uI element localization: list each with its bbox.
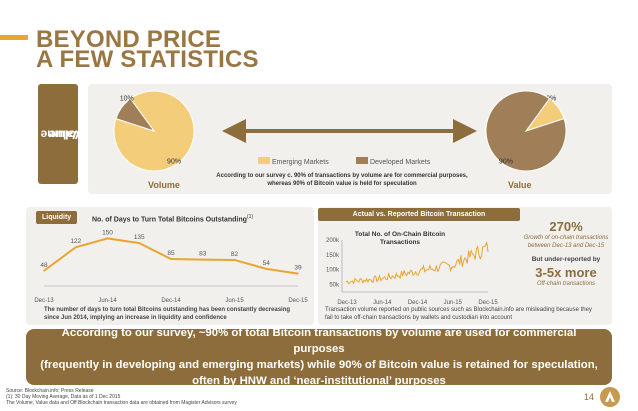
volume-pie: 90% 10% <box>113 90 195 172</box>
tx-x-tick: Dec-15 <box>478 300 498 306</box>
tx-line <box>345 241 489 285</box>
value-pie-slice-label-1: 90% <box>499 159 513 166</box>
liquidity-point <box>265 268 268 270</box>
liquidity-panel <box>26 207 314 325</box>
liquidity-point <box>74 246 77 249</box>
liquidity-data-label: 150 <box>102 229 113 236</box>
page-title: BEYOND PRICE <box>36 26 222 53</box>
tx-y-tick: 50k <box>329 283 340 289</box>
tx-y-tick: 100k <box>326 268 340 274</box>
accent-bar <box>0 35 28 40</box>
volume-title: Volume <box>148 180 180 190</box>
company-logo <box>600 387 620 407</box>
banner-line2: (frequently in developing and emerging m… <box>40 359 598 371</box>
liquidity-point <box>106 237 109 240</box>
liquidity-data-label: 82 <box>231 251 239 258</box>
tx-x-tick: Dec-13 <box>337 300 357 306</box>
liquidity-point <box>233 259 236 261</box>
tx-x-tick: Jun-14 <box>373 300 392 306</box>
tx-x-tick: Jun-15 <box>444 300 463 306</box>
source-line2: (1): 30 Day Moving Average, Data as of 1… <box>6 394 121 400</box>
page-number: 14 <box>584 392 595 402</box>
transactions-header: Actual vs. Reported Bitcoin Transaction <box>318 208 520 221</box>
liquidity-data-label: 54 <box>263 260 271 267</box>
stat-3-5x: 3-5x more <box>535 265 597 280</box>
liquidity-point <box>201 258 204 261</box>
legend-developed: Developed Markets <box>356 157 430 166</box>
transactions-chart-title: Total No. of On-Chain Bitcoin Transactio… <box>344 231 456 247</box>
side-label-line2: Value <box>48 127 81 142</box>
liquidity-data-label: 48 <box>40 262 48 269</box>
transactions-note: Transaction volume reported on public so… <box>325 306 611 322</box>
stat-270-desc-line2: between Dec-13 and Dec-15 <box>527 243 605 249</box>
value-pie: 10%90% <box>485 90 567 172</box>
volume-pie-slice-1 <box>115 97 156 132</box>
transactions-note-line1: Transaction volume reported on public so… <box>325 307 592 313</box>
liquidity-chart: 48 122 150 135 85 83 82 54 39 Dec-13 Jun-14 Dec-14 J… <box>34 229 308 304</box>
pie-charts: 90% 10% 10%90% <box>113 90 567 172</box>
page-subtitle: A FEW STATISTICS <box>36 46 259 73</box>
stat-270-desc-line1: Growth of on-chain transactions <box>523 235 609 241</box>
banner-line3: often by HNW and ‘near-institutional’ pu… <box>192 375 446 387</box>
banner-line1: According to our survey, ~90% of total B… <box>61 327 577 355</box>
liquidity-data-label: 85 <box>167 250 175 257</box>
liquidity-data-label: 122 <box>70 238 81 245</box>
liquidity-x-tick: Jun-15 <box>225 298 244 304</box>
legend-swatch-developed <box>356 157 368 164</box>
liquidity-point <box>170 258 172 260</box>
volume-pie-slice-label-1: 10% <box>120 96 134 103</box>
legend-emerging: Emerging Markets <box>258 157 329 166</box>
transactions-stats: 270% Growth of on-chain transactions bet… <box>520 219 612 288</box>
tx-x-tick: Dec-14 <box>408 300 428 306</box>
liquidity-x-tick: Jun-14 <box>98 298 117 304</box>
volume-value-note-line1: According to our survey c. 90% of transa… <box>216 173 468 179</box>
transactions-chart: 50k 100k 150k 200k Dec-13 Jun-14 Dec-14 Jun-15 D… <box>326 238 498 306</box>
liquidity-x-tick: Dec-14 <box>161 298 181 304</box>
volume-vs-value-label: Volume vs. Value <box>20 84 83 184</box>
volume-pie-slice-label-0: 90% <box>167 159 181 166</box>
value-pie-slice-1 <box>485 90 567 172</box>
liquidity-tag: Liquidity <box>36 211 78 224</box>
liquidity-data-label: 135 <box>134 234 145 241</box>
liquidity-note-line2: since Jun 2014, implying an increase in … <box>44 315 227 321</box>
transactions-panel <box>318 207 612 325</box>
transactions-chart-title-line2: Transactions <box>379 239 421 246</box>
liquidity-point <box>297 272 299 275</box>
liquidity-data-label: 83 <box>199 251 207 258</box>
under-reported-label: But under-reported by <box>531 256 601 263</box>
stat-3-5x-desc: Off-chain transactions <box>536 281 596 287</box>
liquidity-data-label: 39 <box>294 265 302 272</box>
liquidity-title: No. of Days to Turn Total Bitcoins Outst… <box>92 214 253 223</box>
transactions-note-line2: fail to take off-chain transactions by w… <box>325 315 512 321</box>
legend-swatch-emerging <box>258 157 270 164</box>
transactions-chart-title-line1: Total No. of On-Chain Bitcoin <box>354 231 446 238</box>
tx-y-tick: 200k <box>326 238 340 244</box>
source-line1: Source: Blockchain.info; Press Release <box>6 388 94 394</box>
liquidity-note-line1: The number of days to turn total Bitcoin… <box>44 307 291 313</box>
liquidity-title-text: No. of Days to Turn Total Bitcoins Outst… <box>92 216 247 224</box>
value-title: Value <box>508 180 532 190</box>
tx-y-tick: 150k <box>326 253 340 259</box>
legend-label-developed: Developed Markets <box>369 159 431 166</box>
liquidity-point <box>138 242 141 244</box>
logo-icon <box>605 391 615 402</box>
volume-value-note: According to our survey c. 90% of transa… <box>196 172 488 188</box>
liquidity-note: The number of days to turn total Bitcoin… <box>44 306 310 322</box>
legend-label-emerging: Emerging Markets <box>271 159 329 166</box>
stat-270-desc: Growth of on-chain transactions between … <box>520 234 612 250</box>
stat-270: 270% <box>549 219 583 234</box>
source-line3: The Volume, Value data and Off Blockchai… <box>6 400 237 406</box>
conclusion-banner: According to our survey, ~90% of total B… <box>26 327 612 387</box>
liquidity-x-tick: Dec-13 <box>34 298 54 304</box>
liquidity-x-tick: Dec-15 <box>288 298 308 304</box>
volume-value-note-line2: whereas 90% of Bitcoin value is held for… <box>267 181 417 187</box>
liquidity-point <box>43 269 45 272</box>
liquidity-footnote-mark: (1) <box>246 214 254 220</box>
